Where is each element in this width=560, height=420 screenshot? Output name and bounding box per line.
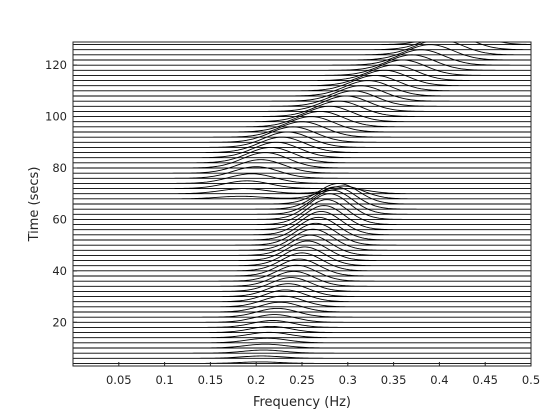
trace-line xyxy=(73,141,531,159)
trace-line xyxy=(73,185,531,200)
trace-line xyxy=(73,54,531,71)
trace-line xyxy=(73,74,531,92)
trace-line xyxy=(73,252,531,272)
trace-line xyxy=(73,289,531,303)
trace-line xyxy=(73,95,531,112)
trace-line xyxy=(73,337,531,344)
x-tick-label: 0.1 xyxy=(155,373,173,387)
trace-line xyxy=(73,343,531,349)
trace-line xyxy=(73,314,531,323)
trace-line xyxy=(73,44,531,61)
trace-line xyxy=(73,159,531,174)
trace-line xyxy=(73,228,531,251)
trace-line xyxy=(73,116,531,133)
trace-line xyxy=(73,320,531,328)
x-tick-label: 0.2 xyxy=(247,373,265,387)
trace-line xyxy=(73,182,531,205)
y-tick-label: 40 xyxy=(52,264,67,278)
trace-line xyxy=(73,349,531,354)
x-tick-label: 0.4 xyxy=(430,373,448,387)
trace-line xyxy=(73,307,531,318)
trace-line xyxy=(73,361,531,364)
trace-line xyxy=(73,258,531,277)
x-tick-label: 0.5 xyxy=(522,373,540,387)
trace-line xyxy=(73,355,531,359)
trace-line xyxy=(73,205,531,231)
trace-line xyxy=(73,277,531,292)
trace-line xyxy=(73,216,531,241)
trace-line xyxy=(73,80,531,97)
trace-line xyxy=(73,69,531,87)
trace-line xyxy=(73,234,531,256)
trace-line xyxy=(73,188,531,195)
trace-line xyxy=(73,131,531,148)
y-tick-label: 60 xyxy=(52,212,67,226)
trace-line xyxy=(73,240,531,262)
trace-line xyxy=(73,186,531,210)
x-tick-label: 0.25 xyxy=(289,373,315,387)
x-tick-label: 0.3 xyxy=(339,373,357,387)
trace-line xyxy=(73,246,531,267)
y-tick-label: 80 xyxy=(52,161,67,175)
x-axis-label: Frequency (Hz) xyxy=(253,395,351,410)
trace-line xyxy=(73,105,531,123)
trace-line xyxy=(73,64,531,82)
x-tick-label: 0.45 xyxy=(472,373,498,387)
trace-line xyxy=(73,193,531,220)
trace-line xyxy=(73,110,531,128)
trace-line xyxy=(73,146,531,164)
trace-line xyxy=(73,59,531,76)
x-tick-label: 0.15 xyxy=(198,373,224,387)
tick-group: 0.05 0.1 0.15 0.2 0.25 0.3 0.35 0.4 0.45 0.5 20 40 6… xyxy=(45,58,540,387)
trace-line xyxy=(73,331,531,339)
trace-line xyxy=(73,325,531,334)
trace-line xyxy=(73,222,531,246)
trace-line xyxy=(73,180,531,190)
trace-line xyxy=(73,100,531,118)
trace-line xyxy=(73,126,531,143)
y-tick-label: 120 xyxy=(45,58,67,72)
trace-line xyxy=(73,41,532,56)
trace-line xyxy=(73,152,531,169)
trace-line xyxy=(73,270,531,287)
trace-line xyxy=(73,166,531,179)
trace-line xyxy=(73,199,531,226)
trace-line xyxy=(73,189,531,215)
trace-line xyxy=(73,295,531,308)
y-axis-label: Time (secs) xyxy=(27,167,42,243)
trace-line xyxy=(73,85,531,102)
x-tick-label: 0.35 xyxy=(381,373,407,387)
x-tick-label: 0.05 xyxy=(106,373,132,387)
y-tick-label: 20 xyxy=(52,315,67,329)
trace-group xyxy=(73,41,532,364)
trace-line xyxy=(73,90,531,107)
y-tick-label: 100 xyxy=(45,110,67,124)
trace-line xyxy=(73,173,531,184)
